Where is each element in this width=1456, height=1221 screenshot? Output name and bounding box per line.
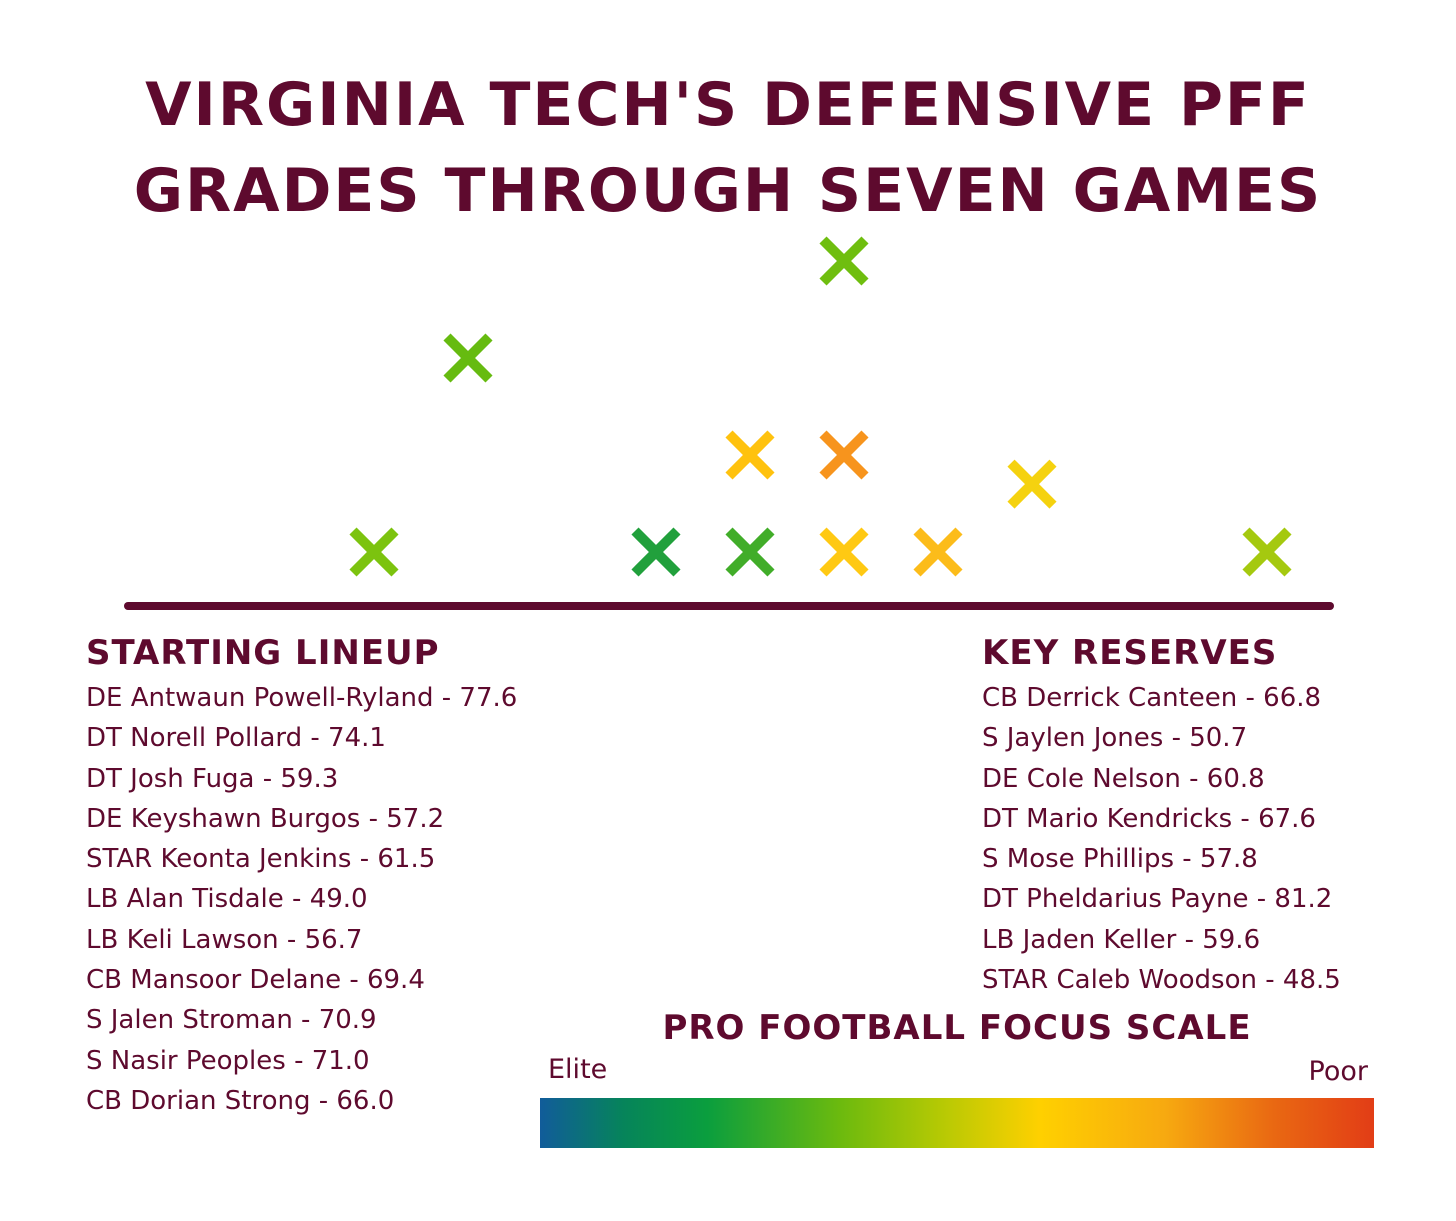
starting-lineup-player: S Nasir Peoples - 71.0 (86, 1045, 370, 1076)
grade-marker (819, 527, 869, 577)
grade-marker (819, 236, 869, 286)
grade-marker (725, 430, 775, 480)
starting-lineup-player: DT Josh Fuga - 59.3 (86, 763, 339, 794)
starting-lineup-player: DE Keyshawn Burgos - 57.2 (86, 803, 445, 834)
starting-lineup-player: LB Keli Lawson - 56.7 (86, 924, 363, 955)
key-reserves-player: STAR Caleb Woodson - 48.5 (982, 965, 1341, 996)
starting-lineup-player: DT Norell Pollard - 74.1 (86, 723, 386, 754)
starting-lineup-list: DE Antwaun Powell-Ryland - 77.6 DT Norell… (86, 678, 517, 1121)
starting-lineup-player: STAR Keonta Jenkins - 61.5 (86, 844, 436, 875)
chart-title-text: Virginia Tech's Defensive PFF Grades Thr… (133, 70, 1323, 226)
key-reserves-player: DT Pheldarius Payne - 81.2 (982, 884, 1333, 915)
key-reserves-player: DT Mario Kendricks - 67.6 (982, 803, 1316, 834)
scale-high-label: Poor (1308, 1056, 1368, 1087)
grade-marker (349, 527, 399, 577)
scale-low-label: Elite (548, 1054, 608, 1085)
starting-lineup-panel: Starting Lineup DE Antwaun Powell-Ryland… (86, 630, 517, 1121)
key-reserves-player: S Jaylen Jones - 50.7 (982, 723, 1248, 754)
starting-lineup-player: DE Antwaun Powell-Ryland - 77.6 (86, 683, 518, 713)
scale-gradient-bar (540, 1098, 1374, 1148)
key-reserves-panel: Key Reserves CB Derrick Canteen - 66.8 S … (982, 630, 1341, 1000)
key-reserves-player: S Mose Phillips - 57.8 (982, 844, 1258, 875)
key-reserves-title: Key Reserves (982, 633, 1278, 673)
grade-marker (631, 527, 681, 577)
key-reserves-player: LB Jaden Keller - 59.6 (982, 924, 1261, 955)
grade-marker (913, 527, 963, 577)
starting-lineup-title: Starting Lineup (86, 633, 440, 673)
grade-marker (1242, 527, 1292, 577)
scale-title: Pro Football Focus Scale (662, 1008, 1252, 1048)
key-reserves-player: DE Cole Nelson - 60.8 (982, 763, 1265, 794)
grade-marker (443, 333, 493, 383)
starting-lineup-player: CB Mansoor Delane - 69.4 (86, 965, 425, 996)
key-reserves-list: CB Derrick Canteen - 66.8 S Jaylen Jones … (982, 678, 1341, 1000)
grade-marker (725, 527, 775, 577)
key-reserves-player: CB Derrick Canteen - 66.8 (982, 683, 1322, 713)
chart-title: Virginia Tech's Defensive PFF Grades Thr… (0, 62, 1456, 234)
plot-baseline (124, 602, 1334, 610)
starting-lineup-player: S Jalen Stroman - 70.9 (86, 1005, 377, 1036)
starting-lineup-player: CB Dorian Strong - 66.0 (86, 1085, 395, 1116)
starting-lineup-player: LB Alan Tisdale - 49.0 (86, 884, 368, 915)
grade-marker (819, 430, 869, 480)
grade-marker (1007, 459, 1057, 509)
dot-plot (349, 236, 1292, 577)
